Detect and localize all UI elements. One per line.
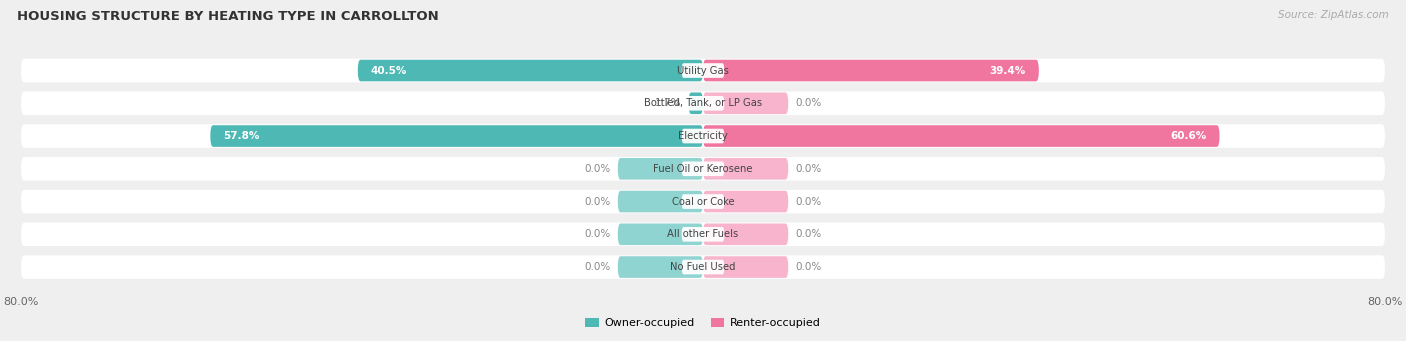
Text: Fuel Oil or Kerosene: Fuel Oil or Kerosene — [654, 164, 752, 174]
FancyBboxPatch shape — [617, 256, 703, 278]
Text: Utility Gas: Utility Gas — [678, 65, 728, 76]
Text: 0.0%: 0.0% — [794, 98, 821, 108]
Text: 1.7%: 1.7% — [655, 98, 682, 108]
FancyBboxPatch shape — [21, 190, 1385, 213]
FancyBboxPatch shape — [21, 157, 1385, 181]
Legend: Owner-occupied, Renter-occupied: Owner-occupied, Renter-occupied — [581, 313, 825, 332]
Text: 60.6%: 60.6% — [1171, 131, 1206, 141]
FancyBboxPatch shape — [21, 255, 1385, 279]
Text: No Fuel Used: No Fuel Used — [671, 262, 735, 272]
Text: 39.4%: 39.4% — [990, 65, 1026, 76]
Text: All other Fuels: All other Fuels — [668, 229, 738, 239]
FancyBboxPatch shape — [703, 125, 1219, 147]
FancyBboxPatch shape — [682, 129, 724, 143]
FancyBboxPatch shape — [703, 92, 789, 114]
FancyBboxPatch shape — [703, 60, 1039, 81]
FancyBboxPatch shape — [21, 91, 1385, 115]
FancyBboxPatch shape — [617, 223, 703, 245]
FancyBboxPatch shape — [211, 125, 703, 147]
FancyBboxPatch shape — [682, 227, 724, 242]
FancyBboxPatch shape — [703, 191, 789, 212]
FancyBboxPatch shape — [682, 260, 724, 275]
FancyBboxPatch shape — [682, 162, 724, 176]
Text: Coal or Coke: Coal or Coke — [672, 196, 734, 207]
Text: 0.0%: 0.0% — [794, 229, 821, 239]
Text: HOUSING STRUCTURE BY HEATING TYPE IN CARROLLTON: HOUSING STRUCTURE BY HEATING TYPE IN CAR… — [17, 10, 439, 23]
FancyBboxPatch shape — [703, 158, 789, 180]
FancyBboxPatch shape — [357, 60, 703, 81]
Text: Electricity: Electricity — [678, 131, 728, 141]
FancyBboxPatch shape — [689, 92, 703, 114]
Text: Source: ZipAtlas.com: Source: ZipAtlas.com — [1278, 10, 1389, 20]
Text: 0.0%: 0.0% — [585, 196, 612, 207]
Text: 0.0%: 0.0% — [794, 262, 821, 272]
Text: 0.0%: 0.0% — [585, 262, 612, 272]
FancyBboxPatch shape — [21, 124, 1385, 148]
FancyBboxPatch shape — [617, 191, 703, 212]
FancyBboxPatch shape — [682, 194, 724, 209]
Text: 0.0%: 0.0% — [794, 164, 821, 174]
Text: 0.0%: 0.0% — [585, 164, 612, 174]
FancyBboxPatch shape — [21, 59, 1385, 82]
FancyBboxPatch shape — [703, 223, 789, 245]
FancyBboxPatch shape — [21, 223, 1385, 246]
Text: 0.0%: 0.0% — [585, 229, 612, 239]
FancyBboxPatch shape — [682, 96, 724, 110]
Text: 0.0%: 0.0% — [794, 196, 821, 207]
Text: 57.8%: 57.8% — [224, 131, 260, 141]
FancyBboxPatch shape — [703, 256, 789, 278]
FancyBboxPatch shape — [682, 63, 724, 78]
Text: Bottled, Tank, or LP Gas: Bottled, Tank, or LP Gas — [644, 98, 762, 108]
Text: 40.5%: 40.5% — [371, 65, 406, 76]
FancyBboxPatch shape — [617, 158, 703, 180]
